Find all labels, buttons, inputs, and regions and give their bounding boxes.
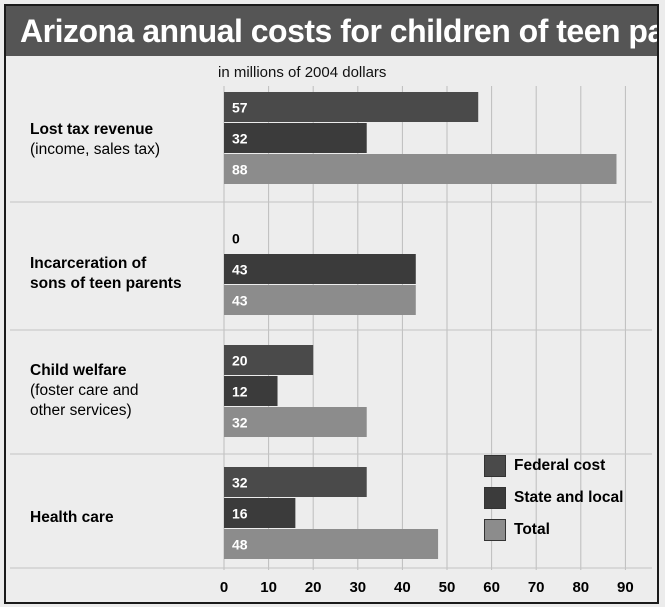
x-tick-label: 30 xyxy=(349,579,366,596)
chart-legend: Federal cost State and local Total xyxy=(484,450,623,546)
category-sub-label: (foster care and xyxy=(30,382,139,399)
bar-state-and-local xyxy=(224,376,278,406)
legend-item-state-local: State and local xyxy=(484,482,623,514)
legend-swatch xyxy=(484,487,506,509)
chart-subtitle: in millions of 2004 dollars xyxy=(218,64,387,81)
bar-total xyxy=(224,407,367,437)
bar-value-label: 32 xyxy=(232,415,248,431)
bar-value-label: 57 xyxy=(232,100,248,116)
bar-value-label: 32 xyxy=(232,131,248,147)
legend-label: Federal cost xyxy=(514,457,606,474)
bar-total xyxy=(224,285,416,315)
bar-value-label: 20 xyxy=(232,353,248,369)
legend-swatch xyxy=(484,455,506,477)
category-main-label: Health care xyxy=(30,509,114,526)
x-tick-label: 20 xyxy=(305,579,322,596)
category-sub-label-line2: other services) xyxy=(30,402,132,419)
x-tick-label: 70 xyxy=(528,579,545,596)
bar-total xyxy=(224,529,439,559)
category-main-label: Lost tax revenue xyxy=(30,121,154,138)
legend-label: Total xyxy=(514,521,550,538)
bar-federal-cost xyxy=(224,92,479,122)
bar-value-label: 43 xyxy=(232,293,248,309)
category-main-label: Incarceration of xyxy=(30,255,147,272)
category-sub-label: (income, sales tax) xyxy=(30,141,161,158)
category-label-lost-tax-revenue: Lost tax revenue (income, sales tax) xyxy=(30,120,160,160)
category-main-label: Child welfare xyxy=(30,362,127,379)
bar-value-label: 43 xyxy=(232,262,248,278)
category-label-child-welfare: Child welfare (foster care and other ser… xyxy=(30,361,139,421)
bar-value-label: 12 xyxy=(232,384,248,400)
category-label-health-care: Health care xyxy=(30,508,114,528)
x-tick-label: 80 xyxy=(572,579,589,596)
bar-state-and-local xyxy=(224,123,367,153)
bar-federal-cost xyxy=(224,467,367,497)
legend-item-total: Total xyxy=(484,514,623,546)
x-tick-label: 90 xyxy=(617,579,634,596)
bar-value-label: 16 xyxy=(232,506,248,522)
bar-state-and-local xyxy=(224,498,296,528)
x-tick-label: 50 xyxy=(439,579,456,596)
bar-state-and-local xyxy=(224,254,416,284)
bar-total xyxy=(224,154,617,184)
bar-value-label: 48 xyxy=(232,537,248,553)
bar-value-label: 0 xyxy=(232,231,240,247)
chart-title: Arizona annual costs for children of tee… xyxy=(6,6,657,56)
bar-value-label: 88 xyxy=(232,162,248,178)
bar-federal-cost xyxy=(224,345,314,375)
legend-item-federal: Federal cost xyxy=(484,450,623,482)
legend-swatch xyxy=(484,519,506,541)
legend-label: State and local xyxy=(514,489,624,506)
category-main-label-line2: sons of teen parents xyxy=(30,275,182,292)
x-tick-label: 40 xyxy=(394,579,411,596)
category-label-incarceration: Incarceration of sons of teen parents xyxy=(30,254,182,294)
x-tick-label: 10 xyxy=(260,579,277,596)
x-tick-label: 0 xyxy=(220,579,228,596)
bar-value-label: 32 xyxy=(232,475,248,491)
x-tick-label: 60 xyxy=(483,579,500,596)
